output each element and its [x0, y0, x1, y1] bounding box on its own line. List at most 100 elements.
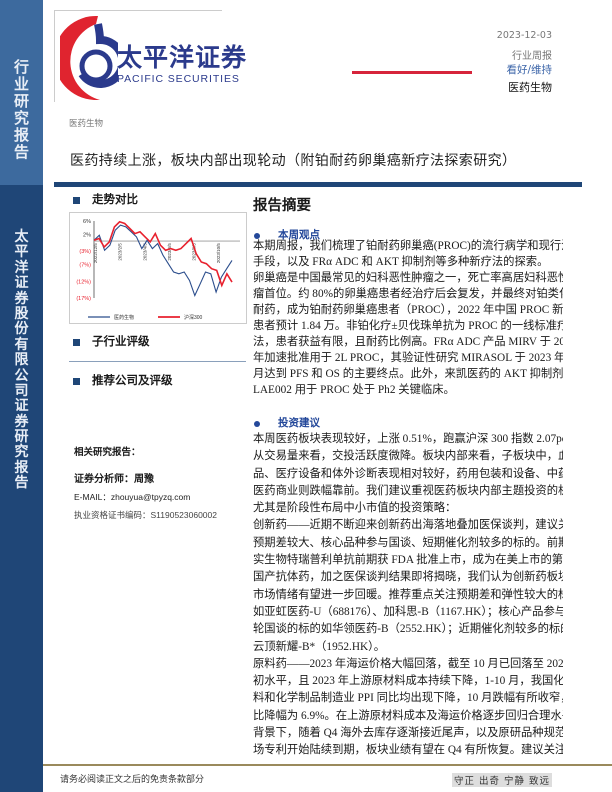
paragraph-advice: 本周医药板块表现较好，上涨 0.51%，跑赢沪深 300 指数 2.07pct。…: [253, 431, 563, 760]
sidebar-company-name: 太平洋证券股份有限公司证券研究报告: [0, 230, 43, 492]
section-heading-advice: 投资建议: [254, 415, 320, 430]
x-tick-label: 2023/4/5: [142, 243, 147, 261]
text-line: 云顶新耀-B*（1952.HK）。: [253, 640, 386, 653]
sidebar-top: [0, 0, 43, 185]
sidebar-char: 洋: [14, 259, 29, 276]
subindustry-heading: 子行业评级: [73, 333, 150, 349]
sidebar-char: 平: [14, 244, 29, 261]
legend-label: 沪深300: [184, 314, 203, 321]
sidebar-char: 究: [14, 444, 29, 461]
rating: 看好/维持: [506, 64, 552, 76]
y-tick-label: 2%: [83, 232, 91, 238]
report-type: 行业周报: [512, 51, 552, 62]
related-reports-label: 相关研究报告：: [74, 447, 141, 458]
sidebar-char: 报: [14, 459, 29, 476]
sidebar-char: 行: [13, 58, 29, 76]
sidebar-char: 份: [14, 321, 29, 338]
x-tick-label: 2023/6/5: [167, 243, 172, 261]
text-line: 初水平，且 2023 年上游原材料成本持续下降，1-10 月，我国化学原: [253, 675, 563, 688]
paragraph-view: 本期周报，我们梳理了铂耐药卵巢癌(PROC)的流行病学和现行治疗 手段，以及 FR…: [253, 238, 563, 398]
sector-name: 医药生物: [508, 81, 552, 94]
company-logo-icon: [60, 15, 118, 100]
companies-heading: 推荐公司及评级: [73, 372, 173, 388]
summary-title: 报告摘要: [253, 197, 311, 214]
text-line: 年加速批准用于 2L PROC，其验证性研究 MIRASOL 于 2023 年 …: [253, 352, 563, 364]
footer-motto: 守正 出奇 宁静 致远: [452, 773, 553, 787]
sidebar-char: 股: [14, 305, 29, 322]
trend-chart: 6% 2% (3%) (7%) (12%) (17%) 2022/12/5 2023/2/5 2…: [69, 212, 247, 324]
y-tick-label: (3%): [79, 249, 91, 255]
sidebar-char: 限: [14, 352, 29, 369]
text-line: 患者预计 1.84 万。非铂化疗±贝伐珠单抗为 PROC 的一线标准疗: [253, 320, 563, 332]
sector-label: 医药生物: [69, 119, 104, 129]
section-heading-text: 投资建议: [278, 418, 320, 429]
series-line-0: [93, 224, 233, 297]
text-line: 料和化学制品制造业 PPI 同比均出现下降，10 月跌幅有所收窄，同: [253, 692, 563, 705]
text-line: 品、医疗设备和体外诊断表现相对较好，药用包装和设备、中药和: [253, 467, 563, 480]
rating-underline: [352, 71, 472, 74]
analyst-email[interactable]: E-MAIL：zhouyua@tpyzq.com: [74, 492, 191, 502]
sidebar-char: 告: [14, 475, 29, 492]
sidebar-char: 有: [14, 336, 29, 353]
sidebar-char: 公: [14, 367, 29, 384]
section-heading-view: 本周观点: [254, 227, 320, 242]
text-line: 尤其是阶段性布局中小市值的投资策略：: [253, 502, 457, 515]
text-line: 卵巢癌是中国最常见的妇科恶性肿瘤之一，死亡率高居妇科恶性肿: [253, 272, 563, 284]
bullet-icon: [254, 232, 260, 239]
sidebar-char: 太: [14, 229, 29, 245]
text-line: 场专利开始陆续到期，板块业绩有望在 Q4 有所恢复。建议关注明: [253, 744, 563, 757]
text-line: 医药商业则跌幅靠前。我们建议重视医药板块内部主题投资的机会，: [253, 484, 563, 497]
trend-chart-svg: 6% 2% (3%) (7%) (12%) (17%) 2022/12/5 2023/2/5 2…: [76, 219, 240, 321]
text-line: 背景下，随着 Q4 海外去库存逐渐接近尾声，以及原研品种规范市: [253, 727, 563, 740]
logo-text-en: PACIFIC SECURITIES: [117, 73, 240, 85]
sidebar-char: 证: [14, 398, 29, 415]
text-line: 创新药——近期不断迎来创新药出海落地叠加医保谈判，建议关注: [253, 519, 563, 532]
square-bullet-icon: [73, 338, 80, 346]
companies-heading-text: 推荐公司及评级: [92, 373, 173, 387]
footer-divider: [43, 764, 612, 766]
y-tick-label: (17%): [76, 296, 91, 302]
sidebar-bottom: [0, 185, 43, 792]
title-divider: [54, 182, 582, 187]
y-tick-label: (12%): [76, 279, 91, 285]
analyst-license: 执业资格证书编码：S1190523060002: [74, 510, 217, 520]
footer-disclaimer: 请务必阅读正文之后的免责条款部分: [60, 775, 205, 785]
sidebar-char: 司: [14, 382, 29, 399]
text-line: 瘤首位。约 80%的卵巢癌患者经治疗后会复发，并最终对铂类化疗: [253, 288, 563, 300]
text-line: 月达到 PFS 和 OS 的主要终点。此外，来凯医药的 AKT 抑制剂: [253, 368, 563, 380]
sidebar-char: 究: [13, 109, 29, 127]
x-tick-label: 2023/8/5: [192, 243, 197, 261]
sidebar-char: 报: [13, 126, 29, 144]
text-line: 手段，以及 FRα ADC 和 AKT 抑制剂等多种新疗法的探索。: [253, 256, 549, 268]
square-bullet-icon: [73, 377, 80, 385]
section-heading-text: 本周观点: [278, 230, 320, 241]
text-line: 原料药——2023 年海运价格大幅回落，截至 10 月已回落至 2020 年: [253, 657, 563, 670]
text-line: LAE002 用于 PROC 处于 Ph2 关键临床。: [253, 384, 455, 396]
text-line: 从交易量来看，交投活跃度微降。板块内部来看，子板块中，血制: [253, 450, 563, 463]
y-tick-label: 6%: [83, 219, 91, 225]
text-line: 法，患者获益有限，且耐药比例高。FRα ADC 产品 MIRV 于 2021: [253, 336, 563, 348]
left-divider: [69, 361, 246, 362]
legend-label: 医药生物: [114, 314, 134, 321]
text-line: 国产抗体药，加之医保谈判结果即将揭晓，我们认为创新药板块的: [253, 571, 563, 584]
text-line: 耐药，成为铂耐药卵巢癌患者（PROC），2022 年中国 PROC 新发: [253, 304, 563, 316]
text-line: 本期周报，我们梳理了铂耐药卵巢癌(PROC)的流行病学和现行治疗: [253, 240, 563, 252]
sidebar-char: 告: [13, 143, 29, 161]
trend-heading-text: 走势对比: [92, 192, 138, 206]
logo-frame: [54, 10, 222, 102]
bullet-icon: [254, 420, 260, 427]
sidebar-char: 业: [13, 75, 29, 93]
text-line: 本周医药板块表现较好，上涨 0.51%，跑赢沪深 300 指数 2.07pct。: [253, 433, 563, 445]
text-line: 比降幅为 6.9%。在上游原材料成本及海运价格逐步回归合理水平的: [253, 709, 563, 722]
sidebar-char: 证: [14, 275, 29, 292]
text-line: 如亚虹医药-U（688176）、加科思-B（1167.HK）；核心产品参与本: [253, 605, 563, 618]
sidebar-char: 券: [14, 290, 29, 307]
x-tick-label: 2023/2/5: [118, 243, 123, 261]
text-line: 实生物特瑞普利单抗前期获 FDA 批准上市，成为在美上市的第二款: [253, 554, 563, 567]
trend-heading: 走势对比: [73, 191, 138, 207]
square-bullet-icon: [73, 196, 80, 204]
x-tick-label: 2022/12/5: [93, 243, 98, 264]
analyst-name: 证券分析师：周豫: [74, 474, 154, 485]
report-title: 医药持续上涨，板块内部出现轮动（附铂耐药卵巢癌新疗法探索研究）: [70, 153, 517, 169]
y-tick-label: (7%): [79, 263, 91, 269]
